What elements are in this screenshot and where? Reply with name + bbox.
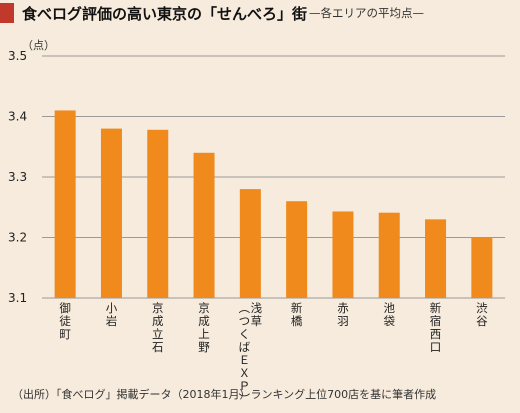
y-tick-label: 3.1 xyxy=(8,291,27,305)
x-tick-label: 京成立石 xyxy=(152,301,164,354)
x-tick-label: 御徒町 xyxy=(59,301,71,341)
bar xyxy=(239,189,261,298)
bar xyxy=(193,152,215,298)
title-marker xyxy=(0,3,14,23)
y-tick-label: 3.3 xyxy=(8,170,27,184)
title-bar: 食べログ評価の高い東京の「せんべろ」街 —各エリアの平均点— xyxy=(0,0,520,26)
x-tick-label: 浅草 xyxy=(251,301,263,328)
y-tick-label: 3.2 xyxy=(8,231,27,245)
x-tick-label: 京成上野 xyxy=(198,301,210,354)
y-tick-label: 3.5 xyxy=(8,49,27,63)
bar xyxy=(100,128,122,298)
bar xyxy=(471,237,493,298)
footnote: （出所）「食べログ」掲載データ（2018年1月）ランキング上位700店を基に筆者… xyxy=(12,388,437,401)
bar xyxy=(147,129,169,298)
x-tick-label: ︵つくばＥＸＰ︶ xyxy=(239,301,251,406)
bar xyxy=(332,211,354,298)
x-tick-label: 小岩 xyxy=(106,301,118,328)
chart-subtitle: —各エリアの平均点— xyxy=(309,6,425,20)
x-tick-label: 新橋 xyxy=(291,301,303,328)
bar xyxy=(425,219,447,298)
x-tick-label: 池袋 xyxy=(384,301,396,328)
y-tick-label: 3.4 xyxy=(8,110,27,124)
x-tick-label: 新宿西口 xyxy=(430,301,442,354)
x-tick-label: 渋谷 xyxy=(476,301,488,328)
chart-title: 食べログ評価の高い東京の「せんべろ」街 xyxy=(22,4,308,23)
bar xyxy=(378,212,400,298)
bar xyxy=(54,110,76,298)
y-axis-unit: （点） xyxy=(22,39,55,52)
x-tick-label: 赤羽 xyxy=(337,301,349,328)
bar xyxy=(286,201,308,298)
